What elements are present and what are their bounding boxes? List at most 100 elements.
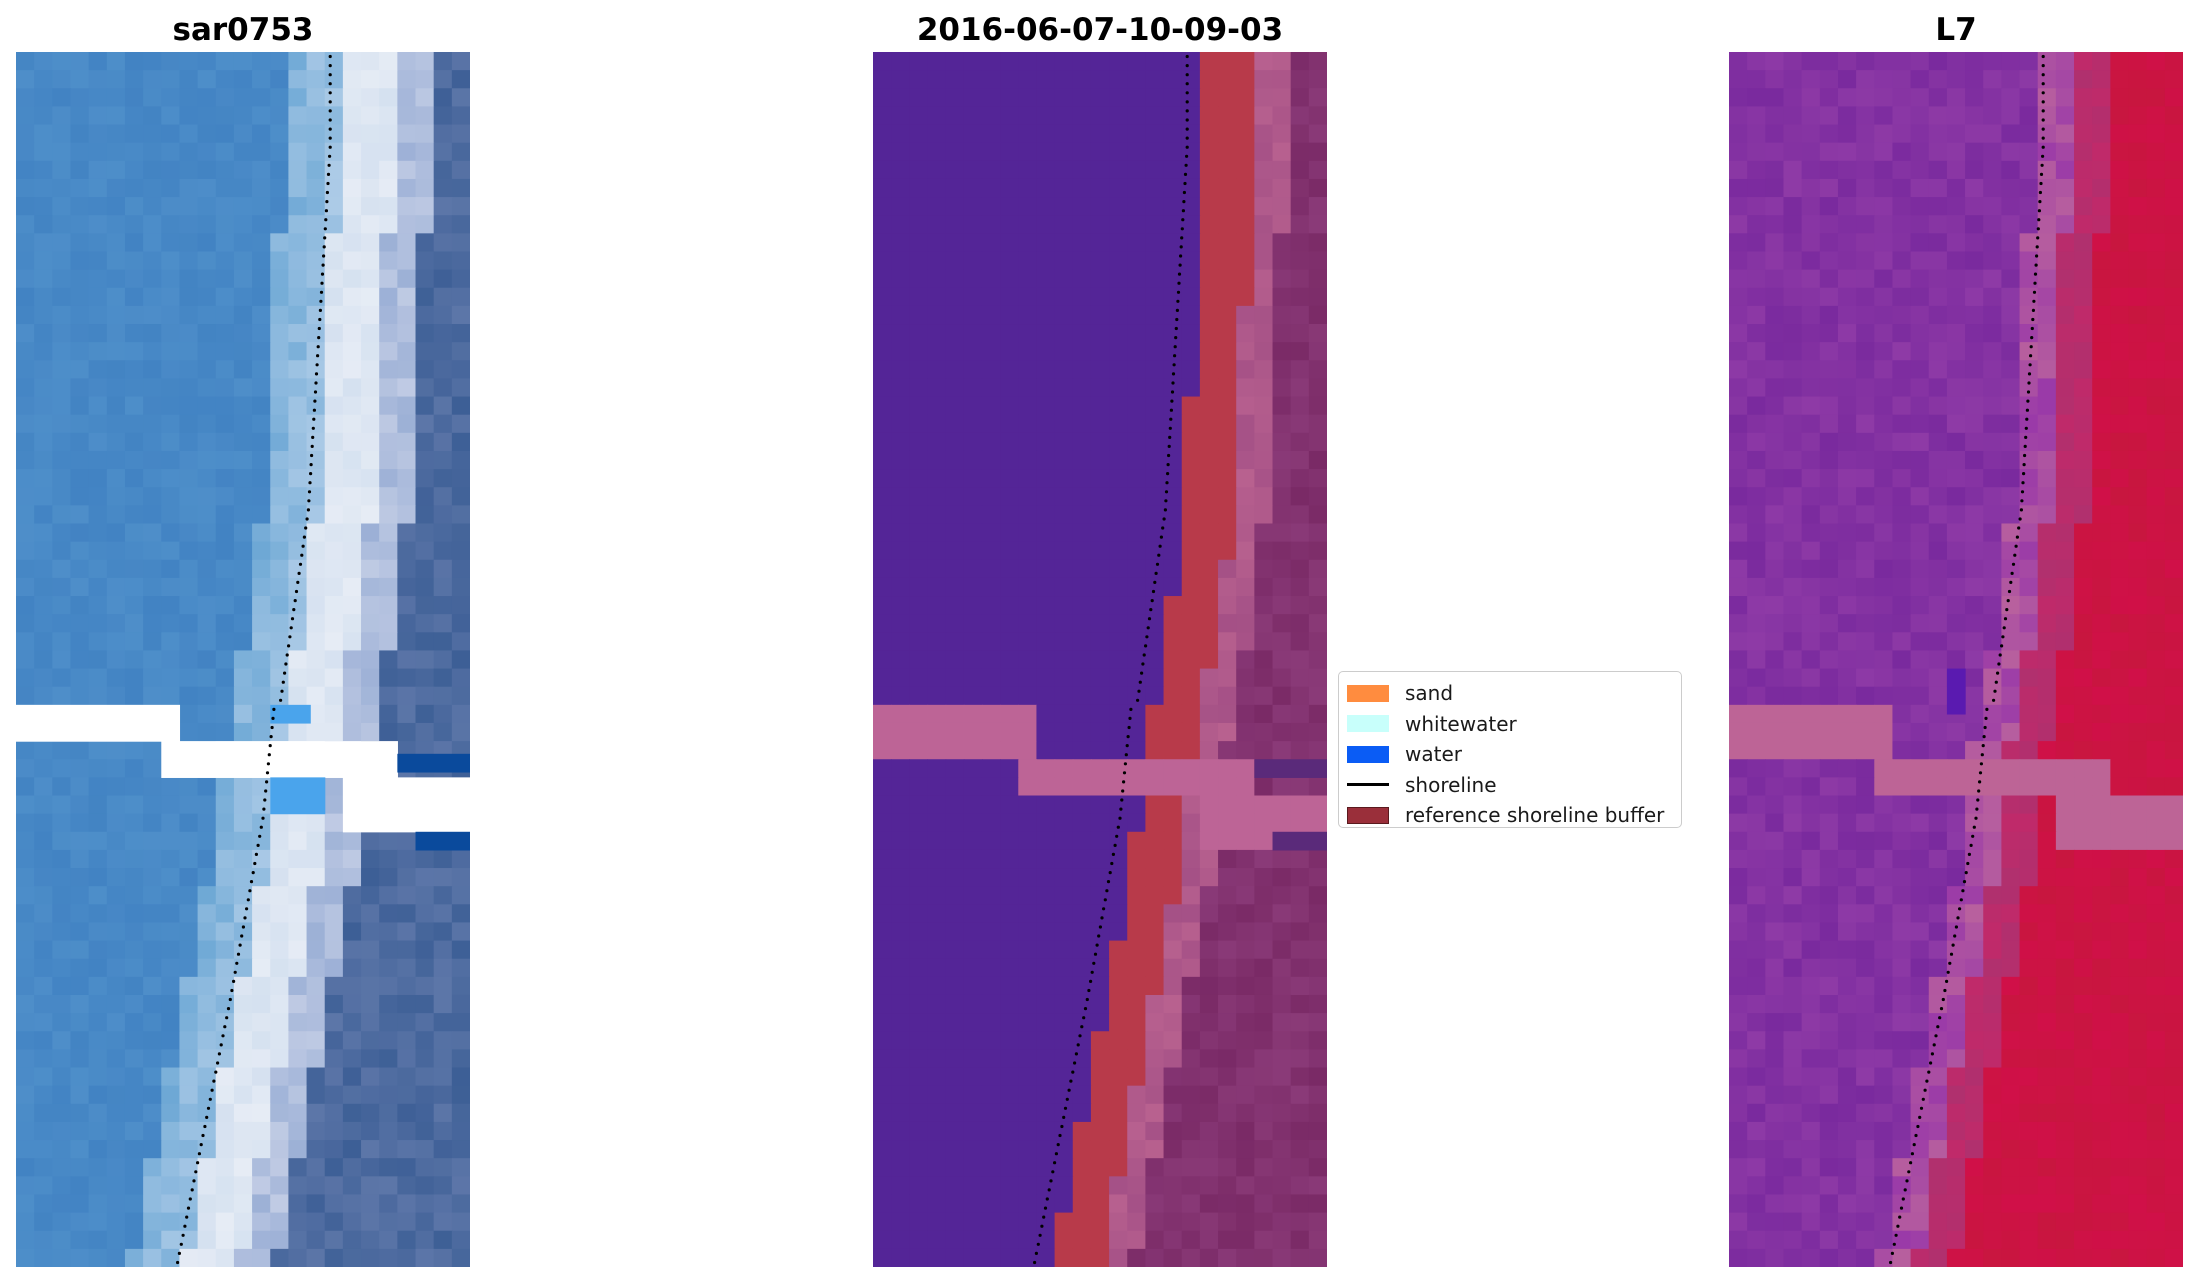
pixel: [88, 940, 108, 960]
pixel: [873, 215, 892, 234]
pixel: [2074, 487, 2093, 506]
pixel: [2001, 215, 2021, 234]
pixel: [891, 994, 910, 1014]
pixel: [1765, 795, 1785, 815]
pixel: [106, 1085, 126, 1105]
pixel: [143, 668, 162, 688]
pixel: [143, 795, 162, 815]
pixel: [433, 70, 453, 89]
pixel: [1928, 559, 1948, 579]
pixel: [70, 1230, 90, 1250]
pixel: [1018, 523, 1038, 543]
pixel: [70, 305, 90, 325]
pixel: [909, 831, 929, 851]
pixel: [2128, 106, 2148, 126]
pixel: [397, 904, 417, 924]
pixel: [233, 541, 253, 561]
pixel: [1109, 52, 1128, 71]
pixel: [1054, 287, 1074, 307]
pixel: [1090, 124, 1110, 144]
pixel: [909, 1031, 929, 1050]
pixel: [1874, 178, 1894, 198]
pixel: [1747, 958, 1766, 978]
pixel: [215, 1140, 235, 1159]
pixel: [215, 342, 235, 361]
pixel: [16, 1230, 35, 1250]
pixel: [2110, 106, 2130, 126]
pixel: [1946, 722, 1966, 742]
pixel: [270, 831, 289, 851]
shoreline-point: [1162, 517, 1166, 521]
pixel: [143, 1067, 162, 1087]
pixel: [1163, 976, 1183, 996]
pixel: [2128, 868, 2148, 887]
pixel: [1254, 1194, 1274, 1214]
pixel: [270, 1031, 289, 1050]
pixel: [1236, 88, 1255, 107]
shoreline-point: [308, 481, 312, 485]
pixel: [909, 487, 929, 506]
pixel: [1290, 922, 1310, 942]
pixel: [161, 994, 181, 1014]
pixel: [1090, 1158, 1110, 1177]
pixel: [873, 1031, 892, 1050]
pixel: [106, 886, 126, 905]
pixel: [161, 1013, 181, 1032]
pixel: [70, 976, 90, 996]
pixel: [1018, 197, 1038, 216]
pixel: [70, 886, 90, 905]
pixel: [1874, 432, 1894, 452]
pixel: [233, 106, 253, 126]
pixel: [451, 1176, 470, 1196]
pixel: [324, 1140, 344, 1159]
pixel: [1892, 722, 1912, 742]
pixel: [1819, 650, 1839, 670]
pixel: [1199, 1158, 1219, 1177]
pixel: [397, 360, 417, 380]
pixel: [1801, 269, 1821, 289]
pixel: [342, 160, 362, 180]
shoreline-point: [283, 671, 287, 675]
pixel: [1072, 305, 1092, 325]
pixel: [88, 1176, 108, 1196]
pixel: [927, 251, 947, 271]
pixel: [2001, 124, 2021, 144]
pixel: [1272, 1158, 1292, 1177]
pixel: [1127, 523, 1146, 543]
pixel: [1072, 777, 1092, 797]
pixel: [1236, 1103, 1255, 1123]
pixel: [324, 324, 344, 343]
pixel: [2092, 868, 2111, 887]
pixel: [1236, 1140, 1255, 1159]
shoreline-point: [266, 762, 270, 766]
pixel: [945, 1049, 965, 1069]
pixel: [873, 831, 892, 851]
pixel: [179, 70, 199, 89]
pixel: [1127, 287, 1146, 307]
pixel: [1892, 178, 1912, 198]
pixel: [1236, 668, 1255, 688]
pixel: [106, 469, 126, 488]
pixel: [324, 994, 344, 1014]
pixel: [252, 251, 271, 271]
pixel: [415, 1031, 435, 1050]
pixel: [2019, 142, 2039, 162]
pixel: [1218, 1121, 1237, 1141]
pixel: [1145, 505, 1165, 525]
pixel: [361, 233, 380, 253]
pixel: [1036, 305, 1056, 325]
pixel: [1783, 904, 1803, 924]
shoreline-point: [1182, 200, 1186, 204]
pixel: [106, 305, 126, 325]
pixel: [52, 287, 72, 307]
pixel: [324, 142, 344, 162]
pixel: [2092, 722, 2111, 742]
pixel: [909, 106, 929, 126]
shoreline-point: [1113, 843, 1117, 848]
pixel: [873, 52, 892, 71]
pixel: [2037, 305, 2057, 325]
pixel: [34, 632, 53, 652]
pixel: [433, 523, 453, 543]
pixel: [397, 849, 417, 869]
pixel: [963, 1049, 983, 1069]
